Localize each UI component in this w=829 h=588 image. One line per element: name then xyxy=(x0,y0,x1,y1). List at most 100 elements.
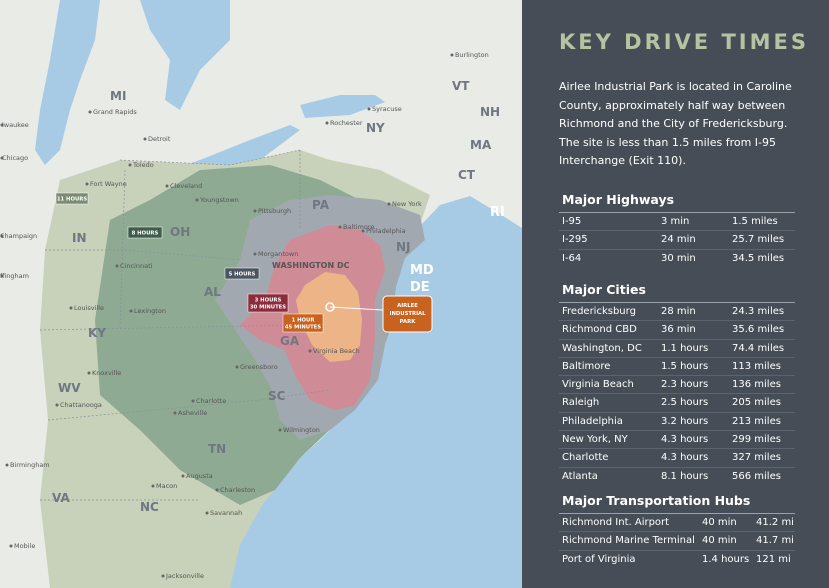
state-label: NJ xyxy=(396,240,411,254)
table-cell: Philadelphia xyxy=(562,415,623,427)
city-label: Savannah xyxy=(210,509,242,517)
city-label: Syracuse xyxy=(372,105,402,113)
city-dot xyxy=(325,121,329,125)
site-marker xyxy=(325,302,335,312)
table-cell: I-64 xyxy=(562,252,582,264)
table-section: Major Transportation Hubs Richmond Int. A… xyxy=(559,493,795,568)
lake xyxy=(35,0,100,165)
state-label: MD xyxy=(410,263,434,278)
city-dot xyxy=(85,182,89,186)
table-row: Fredericksburg 28 min 24.3 miles xyxy=(559,302,795,320)
table-row: Washington, DC 1.1 hours 74.4 miles xyxy=(559,338,795,357)
city-label: Philadelphia xyxy=(366,227,406,235)
table-row: Virginia Beach 2.3 hours 136 miles xyxy=(559,375,795,393)
table-cell: Fredericksburg xyxy=(562,306,636,317)
table-cell: 3.2 hours xyxy=(661,415,709,427)
table-row: New York, NY 4.3 hours 299 miles xyxy=(559,430,795,448)
state-label: VA xyxy=(52,491,70,505)
city-dot xyxy=(0,123,4,127)
city-dot xyxy=(69,306,73,310)
city-label: Cleveland xyxy=(170,182,202,190)
table-row: Raleigh 2.5 hours 205 miles xyxy=(559,393,795,411)
city-dot xyxy=(450,53,454,57)
table-cell: 41.2 mi xyxy=(756,517,794,528)
city-dot xyxy=(235,365,239,369)
table-cell: 121 mi xyxy=(756,553,791,565)
city-dot xyxy=(128,163,132,167)
state-label: NC xyxy=(140,500,159,514)
section-heading: Major Highways xyxy=(562,192,675,207)
table-row: Richmond CBD 36 min 35.6 miles xyxy=(559,320,795,338)
table-cell: Charlotte xyxy=(562,452,609,464)
city-dot xyxy=(191,399,195,403)
city-label: Macon xyxy=(156,482,177,490)
city-dot xyxy=(115,264,119,268)
city-label: Knoxville xyxy=(92,369,121,377)
table-row: Port of Virginia 1.4 hours 121 mi xyxy=(559,549,795,568)
state-label: RI xyxy=(490,205,505,220)
city-label: Charleston xyxy=(220,486,255,494)
table-cell: 35.6 miles xyxy=(732,324,785,336)
city-label: Grand Rapids xyxy=(93,108,137,116)
site-box xyxy=(382,295,433,333)
table-cell: Raleigh xyxy=(562,397,600,409)
table-row: I-64 30 min 34.5 miles xyxy=(559,248,795,267)
table-cell: 41.7 mi xyxy=(756,535,794,547)
city-label: Chicago xyxy=(2,154,28,162)
city-dot xyxy=(361,229,365,233)
table-cell: Baltimore xyxy=(562,360,611,372)
table-cell: New York, NY xyxy=(562,434,628,446)
state-label: WV xyxy=(58,381,81,395)
state-borders xyxy=(39,149,331,501)
city-dot xyxy=(0,234,4,238)
city-label: Charlotte xyxy=(196,397,226,405)
city-label: Rochester xyxy=(330,119,363,127)
table-cell: 34.5 miles xyxy=(732,252,785,264)
drive-time-label: 30 MINUTES xyxy=(250,305,286,311)
table-cell: Virginia Beach xyxy=(562,379,634,391)
city-label: Toledo xyxy=(132,161,154,169)
city-label: Fort Wayne xyxy=(90,180,127,188)
table-cell: I-95 xyxy=(562,216,582,227)
table-cell: Richmond CBD xyxy=(562,324,637,336)
city-dot xyxy=(253,209,257,213)
table-cell: 136 miles xyxy=(732,379,781,391)
info-panel: KEY DRIVE TIMES Airlee Industrial Park i… xyxy=(522,0,829,588)
state-label: VT xyxy=(452,79,470,93)
section-heading: Major Transportation Hubs xyxy=(562,493,751,508)
state-label: DE xyxy=(410,280,430,295)
city-label: Pittsburgh xyxy=(258,207,291,215)
table-cell: Richmond Int. Airport xyxy=(562,517,670,528)
ocean xyxy=(226,196,522,588)
city-dot xyxy=(0,156,4,160)
city-label: Youngstown xyxy=(199,196,239,204)
state-label: OH xyxy=(170,225,190,239)
city-dot xyxy=(195,198,199,202)
city-dot xyxy=(165,184,169,188)
table-row: Richmond Marine Terminal 40 min 41.7 mi xyxy=(559,531,795,549)
city-label: Virginia Beach xyxy=(313,347,360,355)
table-cell: 3 min xyxy=(661,216,690,227)
state-label: GA xyxy=(280,334,300,348)
city-dot xyxy=(253,252,257,256)
table-cell: 4.3 hours xyxy=(661,434,709,446)
site-label: AIRLEE xyxy=(397,303,418,309)
city-dot xyxy=(55,403,59,407)
city-dot xyxy=(367,107,371,111)
section-heading: Major Cities xyxy=(562,282,646,297)
city-label: Augusta xyxy=(186,472,213,480)
table-cell: 113 miles xyxy=(732,360,781,372)
city-dot xyxy=(205,511,209,515)
city-dot xyxy=(129,309,133,313)
table-cell: Atlanta xyxy=(562,470,598,482)
table-row: Baltimore 1.5 hours 113 miles xyxy=(559,356,795,375)
table-cell: 1.5 miles xyxy=(732,216,778,227)
table-cell: 1.5 hours xyxy=(661,360,709,372)
state-label: NY xyxy=(366,121,385,135)
table-row: Philadelphia 3.2 hours 213 miles xyxy=(559,411,795,430)
city-label: Mobile xyxy=(14,542,35,550)
table-cell: 36 min xyxy=(661,324,696,336)
city-dot xyxy=(151,484,155,488)
city-label: Detroit xyxy=(148,135,171,143)
drive-time-label: 8 HOURS xyxy=(132,231,159,237)
